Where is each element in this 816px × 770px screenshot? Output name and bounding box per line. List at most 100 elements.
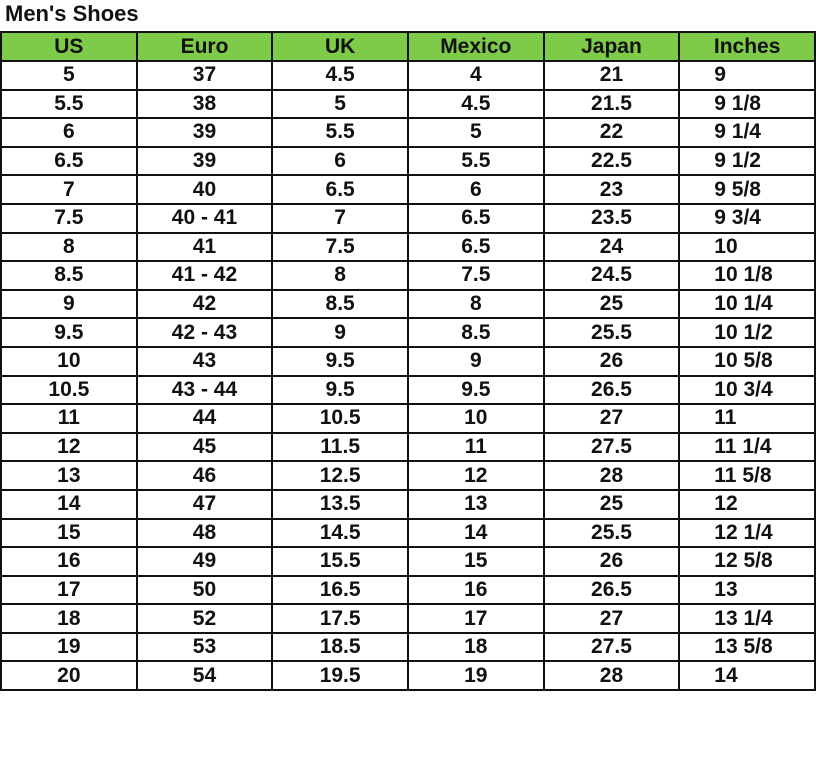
cell-japan: 27.5 xyxy=(542,431,681,463)
header-row: US Euro UK Mexico Japan Inches xyxy=(0,31,816,62)
cell-uk: 16.5 xyxy=(271,574,409,606)
table-row: 6 39 5.5 5 22 9 1/4 xyxy=(0,117,816,148)
cell-japan: 24 xyxy=(542,231,681,263)
cell-inches: 13 xyxy=(678,574,816,606)
cell-euro: 54 xyxy=(135,660,274,692)
cell-uk: 15.5 xyxy=(271,546,409,577)
cell-euro: 44 xyxy=(135,403,274,434)
cell-uk: 9 xyxy=(271,317,409,348)
cell-mexico: 8 xyxy=(406,288,545,320)
cell-japan: 27.5 xyxy=(542,631,681,663)
cell-japan: 26.5 xyxy=(542,374,681,406)
table-row: 12 45 11.5 11 27.5 11 1/4 xyxy=(0,431,816,463)
cell-euro: 40 - 41 xyxy=(135,202,274,234)
cell-euro: 43 xyxy=(135,345,274,377)
cell-us: 20 xyxy=(0,660,138,692)
cell-mexico: 15 xyxy=(406,546,545,577)
column-header-inches: Inches xyxy=(678,31,816,62)
cell-euro: 48 xyxy=(135,517,274,549)
column-header-mexico: Mexico xyxy=(406,31,545,62)
page-title: Men's Shoes xyxy=(5,1,139,26)
cell-us: 9 xyxy=(0,288,138,320)
cell-mexico: 12 xyxy=(406,460,545,491)
cell-euro: 40 xyxy=(135,174,274,205)
cell-inches: 9 1/8 xyxy=(678,88,816,120)
cell-japan: 25.5 xyxy=(542,317,681,348)
cell-mexico: 9 xyxy=(406,345,545,377)
cell-mexico: 5 xyxy=(406,117,545,148)
cell-mexico: 18 xyxy=(406,631,545,663)
cell-uk: 9.5 xyxy=(271,345,409,377)
cell-inches: 12 5/8 xyxy=(678,546,816,577)
cell-uk: 11.5 xyxy=(271,431,409,463)
cell-mexico: 17 xyxy=(406,603,545,634)
cell-inches: 12 xyxy=(678,488,816,520)
cell-japan: 21.5 xyxy=(542,88,681,120)
cell-mexico: 6.5 xyxy=(406,202,545,234)
cell-japan: 26.5 xyxy=(542,574,681,606)
cell-us: 17 xyxy=(0,574,138,606)
cell-inches: 11 5/8 xyxy=(678,460,816,491)
cell-us: 5.5 xyxy=(0,88,138,120)
cell-mexico: 16 xyxy=(406,574,545,606)
cell-uk: 6.5 xyxy=(271,174,409,205)
cell-uk: 13.5 xyxy=(271,488,409,520)
cell-us: 7 xyxy=(0,174,138,205)
cell-inches: 9 3/4 xyxy=(678,202,816,234)
column-header-japan: Japan xyxy=(542,31,681,62)
cell-us: 8.5 xyxy=(0,260,138,291)
cell-euro: 38 xyxy=(135,88,274,120)
cell-us: 5 xyxy=(0,60,138,91)
cell-mexico: 14 xyxy=(406,517,545,549)
cell-euro: 50 xyxy=(135,574,274,606)
table-row: 9 42 8.5 8 25 10 1/4 xyxy=(0,288,816,320)
table-row: 10.5 43 - 44 9.5 9.5 26.5 10 3/4 xyxy=(0,374,816,406)
cell-us: 16 xyxy=(0,546,138,577)
cell-mexico: 5.5 xyxy=(406,145,545,177)
cell-mexico: 19 xyxy=(406,660,545,692)
cell-uk: 5.5 xyxy=(271,117,409,148)
cell-us: 19 xyxy=(0,631,138,663)
cell-uk: 8 xyxy=(271,260,409,291)
cell-japan: 22.5 xyxy=(542,145,681,177)
table-row: 20 54 19.5 19 28 14 xyxy=(0,660,816,692)
cell-uk: 17.5 xyxy=(271,603,409,634)
cell-euro: 41 xyxy=(135,231,274,263)
cell-mexico: 6.5 xyxy=(406,231,545,263)
cell-euro: 43 - 44 xyxy=(135,374,274,406)
cell-inches: 11 1/4 xyxy=(678,431,816,463)
cell-japan: 28 xyxy=(542,660,681,692)
table-row: 7.5 40 - 41 7 6.5 23.5 9 3/4 xyxy=(0,202,816,234)
cell-inches: 9 5/8 xyxy=(678,174,816,205)
column-header-euro: Euro xyxy=(135,31,274,62)
cell-inches: 10 1/8 xyxy=(678,260,816,291)
cell-uk: 10.5 xyxy=(271,403,409,434)
cell-uk: 19.5 xyxy=(271,660,409,692)
cell-us: 11 xyxy=(0,403,138,434)
cell-inches: 10 3/4 xyxy=(678,374,816,406)
cell-inches: 10 1/2 xyxy=(678,317,816,348)
cell-inches: 10 1/4 xyxy=(678,288,816,320)
cell-us: 6 xyxy=(0,117,138,148)
cell-inches: 11 xyxy=(678,403,816,434)
cell-euro: 47 xyxy=(135,488,274,520)
cell-euro: 53 xyxy=(135,631,274,663)
table-row: 9.5 42 - 43 9 8.5 25.5 10 1/2 xyxy=(0,317,816,348)
table-row: 16 49 15.5 15 26 12 5/8 xyxy=(0,546,816,577)
cell-japan: 27 xyxy=(542,603,681,634)
table-row: 7 40 6.5 6 23 9 5/8 xyxy=(0,174,816,205)
cell-japan: 23.5 xyxy=(542,202,681,234)
cell-uk: 7 xyxy=(271,202,409,234)
table-row: 11 44 10.5 10 27 11 xyxy=(0,403,816,434)
cell-mexico: 13 xyxy=(406,488,545,520)
cell-japan: 26 xyxy=(542,345,681,377)
cell-mexico: 11 xyxy=(406,431,545,463)
cell-japan: 27 xyxy=(542,403,681,434)
cell-mexico: 10 xyxy=(406,403,545,434)
cell-inches: 13 1/4 xyxy=(678,603,816,634)
table-row: 18 52 17.5 17 27 13 1/4 xyxy=(0,603,816,634)
cell-inches: 12 1/4 xyxy=(678,517,816,549)
cell-inches: 9 1/2 xyxy=(678,145,816,177)
cell-euro: 42 - 43 xyxy=(135,317,274,348)
cell-euro: 52 xyxy=(135,603,274,634)
